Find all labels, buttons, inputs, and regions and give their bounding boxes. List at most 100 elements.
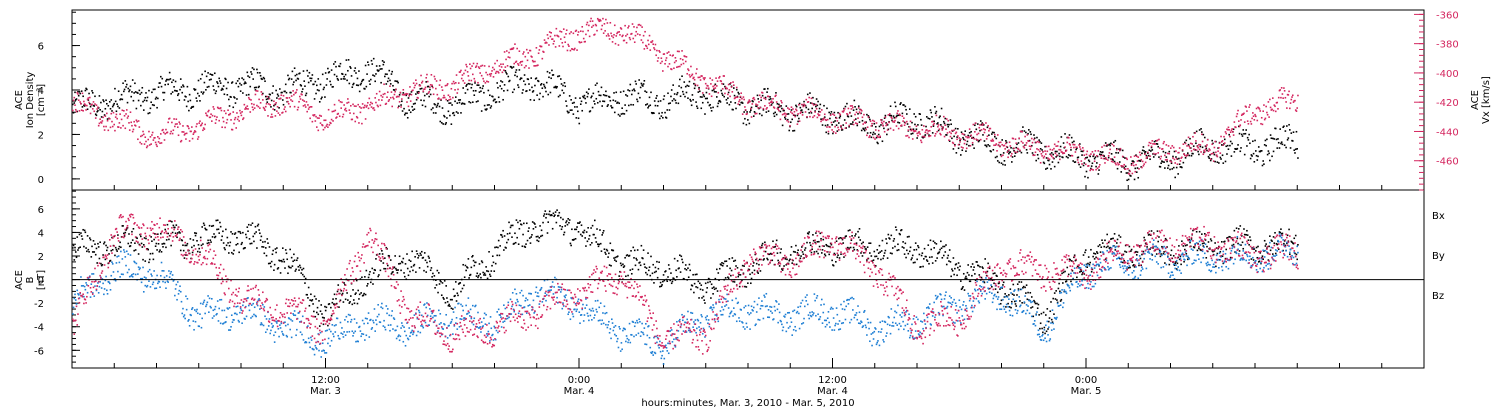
Bx-point: [79, 246, 81, 249]
density-point: [391, 70, 394, 73]
velocity-point: [144, 136, 147, 139]
density-point: [1266, 138, 1268, 141]
Bx-point: [931, 256, 933, 258]
Bx-point: [287, 272, 289, 275]
velocity-point: [822, 118, 825, 121]
density-point: [1202, 133, 1205, 136]
density-point: [641, 84, 643, 86]
Bx-point: [1042, 311, 1045, 314]
Bx-point: [942, 254, 945, 257]
velocity-point: [130, 121, 133, 124]
Bx-point: [726, 265, 728, 267]
velocity-point: [1212, 152, 1214, 155]
density-point: [810, 112, 813, 114]
density-point: [1172, 166, 1175, 169]
density-point: [920, 118, 922, 121]
density-point: [599, 100, 601, 103]
Bx-point: [570, 244, 572, 247]
Bx-point: [400, 269, 402, 272]
density-point: [595, 97, 598, 100]
density-point: [935, 110, 938, 113]
Bx-point: [273, 263, 276, 266]
density-point: [648, 96, 651, 99]
Bx-point: [441, 282, 444, 284]
Bx-point: [80, 235, 83, 237]
density-point: [718, 99, 721, 102]
density-point: [1265, 144, 1267, 147]
velocity-point: [374, 97, 377, 99]
density-point: [1221, 154, 1224, 157]
density-point: [1144, 152, 1146, 154]
velocity-point: [1256, 119, 1259, 122]
density-point: [790, 109, 793, 111]
density-point: [293, 67, 296, 70]
density-point: [407, 97, 410, 99]
density-point: [531, 86, 533, 89]
density-point: [696, 107, 699, 109]
velocity-point: [141, 134, 144, 137]
Bx-point: [565, 220, 568, 222]
density-point: [139, 93, 141, 96]
density-point: [235, 82, 238, 85]
velocity-point: [491, 70, 493, 72]
density-point: [181, 91, 184, 94]
density-point: [757, 98, 760, 100]
Bx-point: [629, 269, 632, 271]
velocity-point: [1168, 152, 1171, 155]
velocity-point: [566, 49, 569, 52]
velocity-point: [490, 72, 493, 75]
density-point: [1036, 153, 1039, 156]
density-point: [239, 82, 241, 85]
bottom-tick-label: 2: [38, 252, 44, 263]
Bx-point: [1030, 296, 1033, 298]
density-point: [734, 102, 737, 104]
Bx-point: [1107, 241, 1110, 244]
Bx-point: [517, 221, 519, 224]
velocity-point: [1022, 145, 1025, 148]
velocity-point: [327, 108, 330, 111]
density-point: [925, 116, 928, 118]
velocity-point: [925, 129, 928, 131]
velocity-point: [224, 126, 226, 129]
velocity-point: [932, 123, 935, 126]
Bx-point: [826, 244, 828, 247]
Bx-point: [676, 276, 678, 278]
Bx-point: [606, 249, 609, 252]
Bx-point: [974, 279, 977, 281]
Bx-point: [821, 249, 824, 251]
Bx-point: [699, 288, 702, 291]
velocity-point: [110, 112, 113, 115]
velocity-point: [1247, 122, 1250, 125]
density-point: [273, 109, 276, 111]
Bx-point: [590, 227, 592, 229]
Bx-point: [568, 221, 570, 224]
Bx-point: [948, 260, 950, 262]
velocity-point: [816, 116, 819, 119]
velocity-point: [1167, 152, 1169, 155]
density-point: [339, 62, 342, 65]
Bx-point: [91, 251, 94, 253]
density-point: [1082, 164, 1085, 167]
velocity-point: [519, 62, 521, 64]
density-point: [745, 123, 748, 126]
Bx-point: [874, 265, 877, 267]
velocity-point: [972, 123, 975, 126]
Bx-point: [432, 272, 434, 275]
Bx-point: [1121, 261, 1124, 264]
velocity-point: [340, 107, 342, 109]
Bx-point: [115, 248, 118, 251]
Bx-point: [438, 283, 441, 285]
density-point: [169, 78, 172, 80]
velocity-point: [127, 115, 130, 118]
velocity-point: [736, 96, 739, 99]
velocity-point: [307, 104, 309, 106]
Bx-point: [443, 298, 445, 300]
velocity-point: [491, 66, 494, 69]
density-point: [259, 74, 262, 77]
density-point: [559, 78, 562, 80]
velocity-point: [612, 36, 615, 39]
density-point: [959, 154, 962, 156]
density-point: [251, 67, 254, 69]
density-point: [308, 71, 311, 74]
Bx-point: [951, 268, 953, 270]
